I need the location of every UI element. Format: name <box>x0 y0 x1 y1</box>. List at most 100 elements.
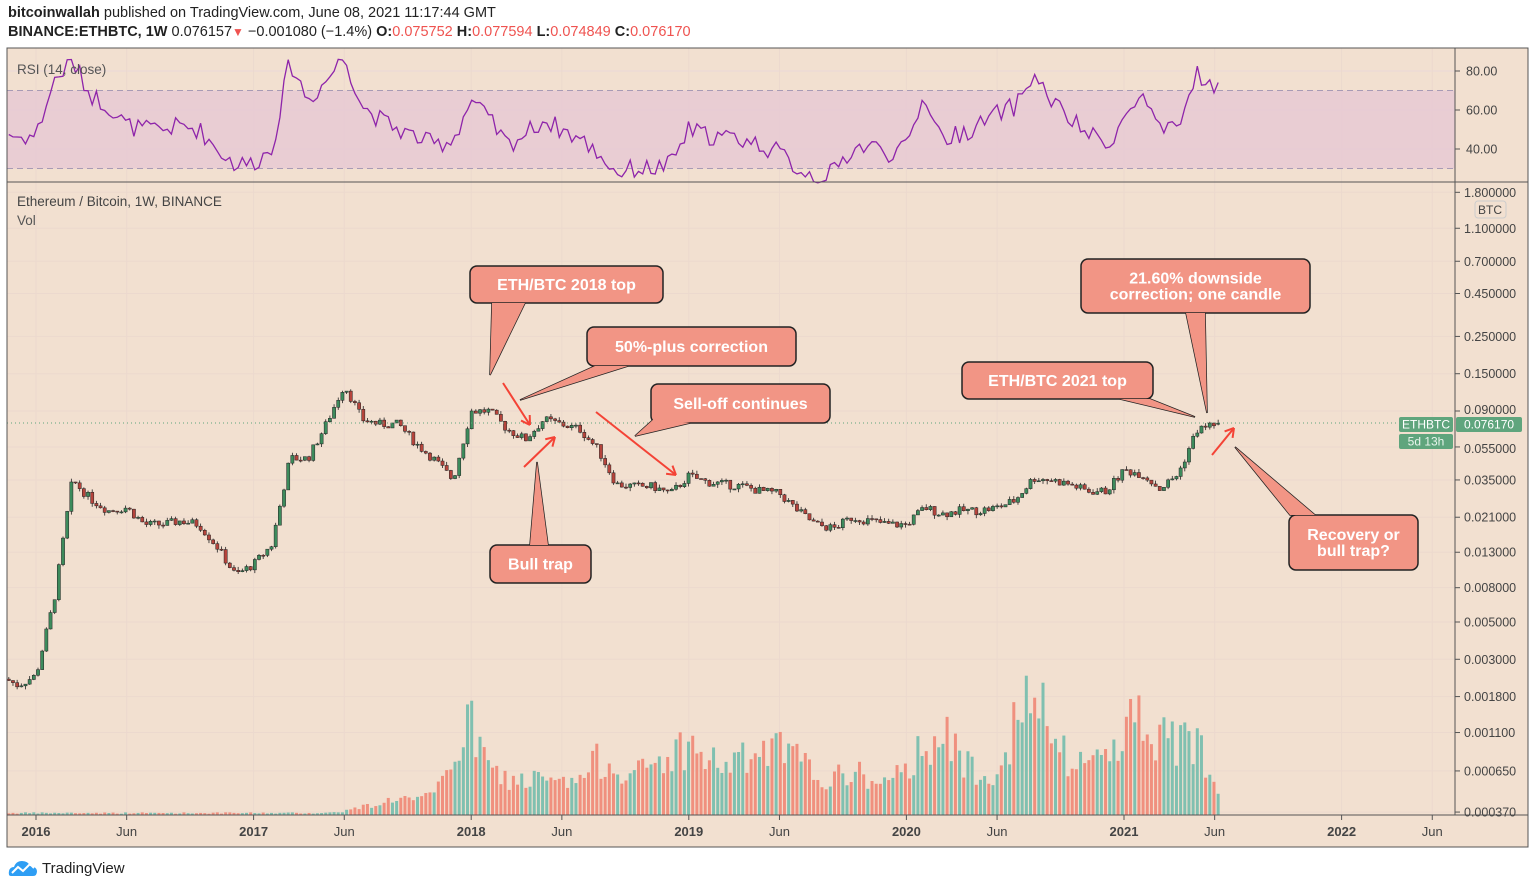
candle <box>86 491 90 497</box>
candle <box>1191 435 1195 449</box>
volume-bar <box>816 779 820 815</box>
candle <box>553 418 557 421</box>
candle <box>265 548 270 556</box>
candle <box>499 414 503 422</box>
candle <box>1057 479 1062 486</box>
candle <box>56 564 61 600</box>
candle <box>236 570 241 572</box>
volume-bar <box>791 746 795 815</box>
time-tick-label: 2019 <box>674 824 703 839</box>
volume-bar <box>653 762 657 815</box>
candle <box>77 482 82 489</box>
volume-bar <box>457 760 461 815</box>
candle <box>711 484 716 487</box>
candle <box>870 518 874 520</box>
high-label: H: <box>456 24 473 40</box>
currency-badge[interactable]: BTC <box>1474 200 1507 219</box>
symbol-label: BINANCE:ETHBTC, 1W <box>8 24 168 40</box>
volume-bar <box>712 747 716 815</box>
volume-bar <box>290 812 294 815</box>
volume-bar <box>1016 719 1020 815</box>
time-tick-label: Jun <box>1422 824 1443 839</box>
candle <box>815 520 820 523</box>
volume-bar <box>962 777 966 815</box>
candle <box>966 508 970 512</box>
candle <box>507 429 512 432</box>
volume-bar <box>340 812 344 815</box>
candle <box>190 519 195 524</box>
callout-text: 50%-plus correction <box>615 339 768 356</box>
candle <box>194 519 199 527</box>
volume-bar <box>728 772 732 815</box>
volume-bar <box>745 772 749 815</box>
red-arrow <box>1211 427 1235 456</box>
volume-bar <box>878 783 882 815</box>
candle <box>31 675 36 680</box>
volume-bar <box>741 742 745 815</box>
candle <box>582 432 587 438</box>
volume-bar <box>336 812 340 815</box>
volume-bar <box>858 761 862 815</box>
candle <box>294 455 299 461</box>
volume-bar <box>236 813 240 815</box>
candle <box>515 435 520 438</box>
volume-bar <box>649 764 653 815</box>
candle <box>428 452 432 461</box>
candle <box>328 418 332 422</box>
candle <box>594 443 599 445</box>
candle <box>1087 488 1091 493</box>
candle <box>336 400 341 408</box>
author-name[interactable]: bitcoinwallah <box>8 5 100 21</box>
volume-bar <box>115 813 119 815</box>
volume-bar <box>411 800 415 815</box>
candle <box>65 511 70 539</box>
volume-bar <box>436 781 440 815</box>
price-tick-label: 0.000650 <box>1464 764 1516 778</box>
candle <box>115 510 120 513</box>
candle <box>986 507 991 511</box>
volume-bar <box>1112 739 1116 815</box>
volume-bar <box>36 813 40 815</box>
volume-bar <box>666 756 670 815</box>
last-price: 0.076170 <box>1464 418 1514 432</box>
volume-bar <box>1008 764 1012 815</box>
axes[interactable]: 1.800000 1.100000 0.700000 0.450000 0.250000… <box>22 65 1517 840</box>
candle <box>586 437 591 440</box>
time-tick-label: Jun <box>334 824 355 839</box>
volume-bar <box>65 812 69 815</box>
volume-bar <box>378 805 382 815</box>
volume-bar <box>720 772 724 815</box>
volume-bar <box>1141 740 1145 815</box>
candle <box>411 431 416 446</box>
candle <box>223 549 228 564</box>
volume-bar <box>678 732 682 815</box>
volume-bar <box>603 776 607 815</box>
candle <box>123 507 128 513</box>
volume-bar <box>199 812 203 815</box>
volume-bar <box>837 764 841 815</box>
candle <box>177 520 182 525</box>
volume-bar <box>370 807 374 815</box>
volume-bar <box>766 765 770 815</box>
candle <box>144 521 149 525</box>
candle <box>15 682 19 688</box>
volume-bar <box>1154 760 1158 815</box>
candle <box>107 510 111 513</box>
candle <box>957 506 962 515</box>
volume-bar <box>136 812 140 815</box>
price-tick-label: 1.800000 <box>1464 186 1516 200</box>
volume-bar <box>545 780 549 815</box>
volume-bar <box>299 813 303 815</box>
candle <box>444 465 449 471</box>
candle <box>845 517 849 520</box>
tradingview-logo[interactable]: TradingView <box>8 858 125 878</box>
candle <box>1091 492 1095 495</box>
volume-bar <box>186 813 190 815</box>
callout-selloff: Sell-off continues <box>634 383 831 437</box>
candle <box>978 513 983 516</box>
candle <box>703 478 708 481</box>
volume-bar <box>1216 793 1220 815</box>
candle <box>970 507 974 510</box>
volume-bar <box>841 773 845 815</box>
